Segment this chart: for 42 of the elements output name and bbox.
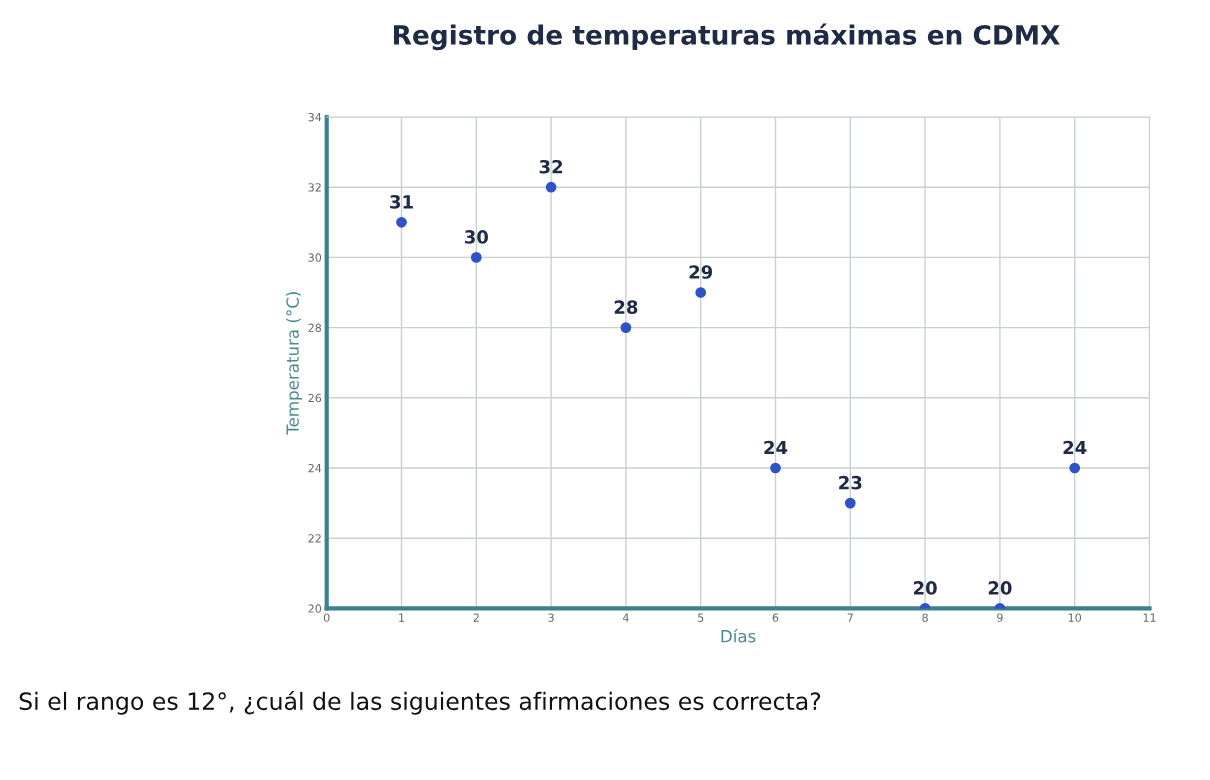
x-tick-label: 7 (847, 613, 853, 622)
point (396, 216, 407, 228)
x-tick-label: 1 (399, 613, 405, 622)
point (545, 181, 557, 193)
x-axis-title: Días (721, 628, 756, 643)
x-tick-label: 5 (698, 613, 704, 622)
chart-title: Registro de temperaturas máximas en CDMX (394, 23, 1060, 51)
data-label: 31 (390, 195, 413, 209)
point (844, 497, 856, 509)
y-axis-title: Temperatura (°C) (286, 292, 303, 435)
data-label: 23 (839, 475, 862, 490)
data-label: 28 (614, 300, 638, 314)
y-tick-label: 28 (308, 323, 322, 332)
y-tick-label: 20 (308, 604, 322, 613)
text: Si el rango es 12°, ¿cuál de las siguientes afirmaciones es correcta? (19, 690, 821, 715)
x-tick-label: 2 (473, 613, 479, 622)
y-tick-label: 34 (308, 112, 322, 122)
point (470, 252, 482, 263)
y-tick-label: 22 (308, 534, 321, 543)
data-label: 32 (539, 159, 563, 174)
data-label: 20 (988, 581, 1012, 595)
x-tick-label: 9 (997, 613, 1003, 622)
point (620, 322, 632, 333)
x-tick-label: 6 (772, 613, 779, 622)
x-tick-label: 11 (1143, 613, 1156, 622)
x-tick-label: 3 (548, 613, 554, 622)
x-tick-label: 0 (323, 613, 330, 622)
x-tick-label: 4 (622, 613, 629, 622)
y-tick-label: 24 (308, 463, 322, 473)
x-tick-label: 8 (922, 613, 928, 622)
data-label: 30 (464, 230, 488, 244)
data-label: 24 (764, 440, 788, 455)
point (770, 462, 781, 474)
x-tick-label: 10 (1068, 613, 1082, 622)
data-label: 24 (1063, 440, 1087, 455)
data-label: 29 (689, 265, 713, 279)
data-label: 20 (913, 581, 937, 595)
y-tick-label: 26 (308, 393, 322, 403)
point (695, 287, 707, 298)
y-tick-label: 30 (308, 253, 322, 262)
point (1069, 462, 1081, 474)
y-tick-label: 32 (308, 183, 321, 192)
